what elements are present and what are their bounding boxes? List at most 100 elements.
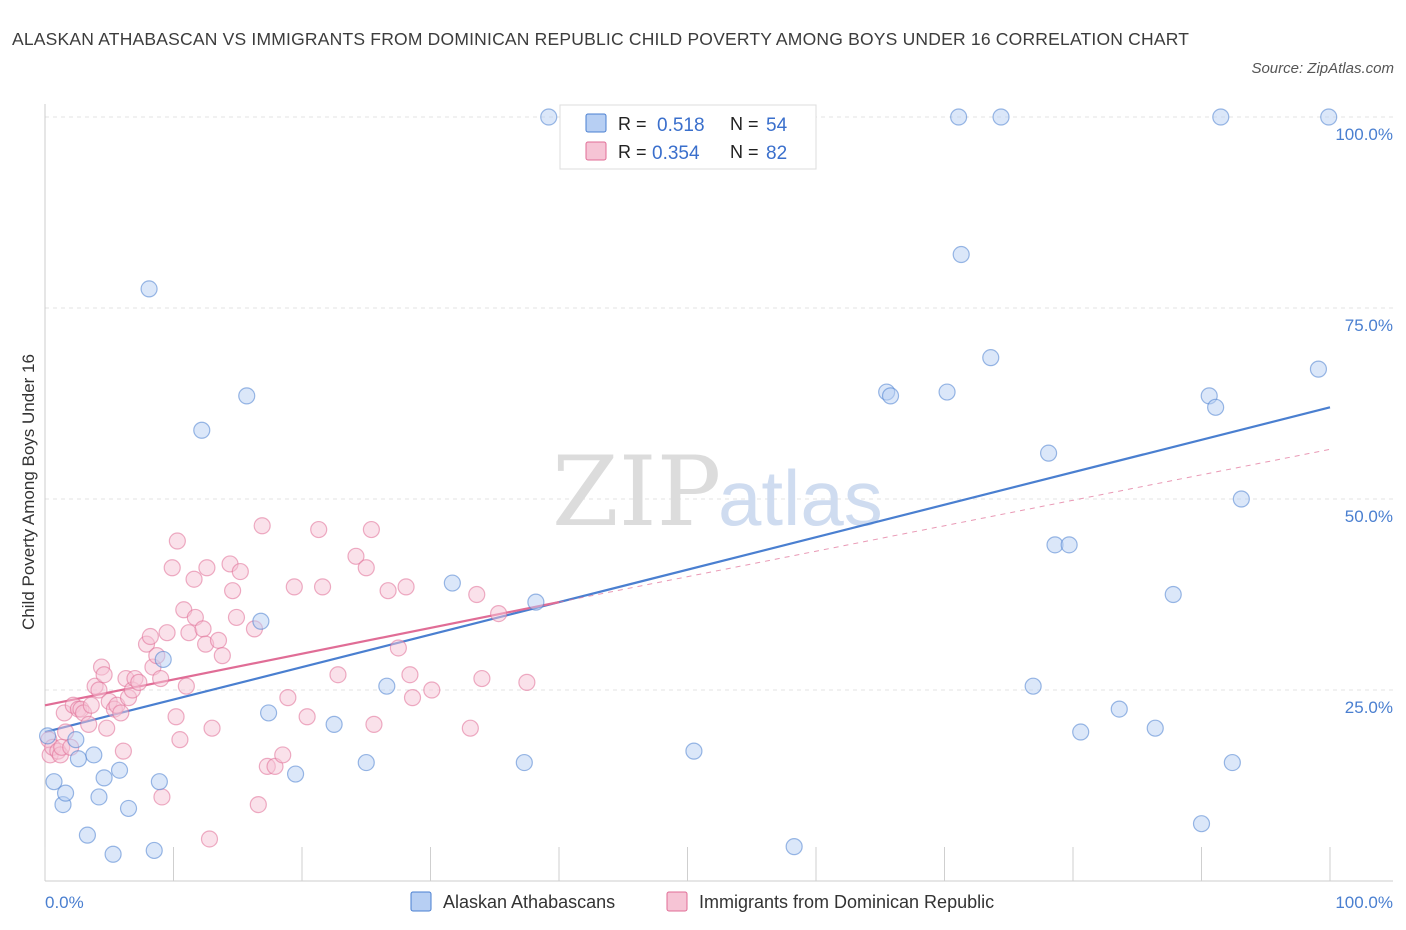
point-dominican bbox=[209, 631, 228, 649]
point-athabascan bbox=[145, 841, 163, 860]
point-athabascan bbox=[85, 746, 103, 764]
point-dominican bbox=[152, 669, 170, 688]
point-dominican bbox=[253, 517, 271, 535]
point-athabascan bbox=[104, 845, 122, 863]
point-athabascan bbox=[1164, 585, 1182, 604]
point-athabascan bbox=[1320, 108, 1338, 126]
point-dominican bbox=[347, 547, 365, 565]
point-athabascan bbox=[90, 788, 108, 806]
point-athabascan bbox=[193, 421, 211, 439]
point-dominican bbox=[313, 578, 332, 596]
legend-r-label-2: R = bbox=[618, 142, 647, 162]
point-athabascan bbox=[685, 742, 703, 760]
point-dominican bbox=[379, 582, 397, 600]
point-athabascan bbox=[540, 108, 558, 126]
point-athabascan bbox=[140, 280, 158, 298]
legend-n-label-2: N = bbox=[730, 142, 759, 162]
x-tick-label: 0.0% bbox=[45, 893, 84, 912]
point-athabascan bbox=[38, 727, 57, 745]
point-dominican bbox=[112, 704, 130, 722]
point-dominican bbox=[329, 666, 347, 684]
point-dominican bbox=[285, 578, 303, 596]
legend-swatch-athabascans bbox=[410, 891, 432, 912]
point-athabascan bbox=[982, 349, 1000, 367]
point-dominican bbox=[167, 708, 185, 726]
point-dominican bbox=[158, 624, 176, 642]
point-dominican bbox=[185, 570, 203, 588]
point-athabascan bbox=[1060, 536, 1078, 554]
point-dominican bbox=[490, 604, 508, 623]
point-dominican bbox=[168, 532, 186, 550]
legend-r-value-2: 0.354 bbox=[652, 143, 700, 164]
point-dominican bbox=[90, 681, 108, 699]
legend-label-dominican: Immigrants from Dominican Republic bbox=[699, 892, 994, 912]
point-dominican bbox=[274, 746, 292, 764]
point-athabascan bbox=[1039, 444, 1058, 462]
point-athabascan bbox=[443, 574, 461, 592]
tick-labels: 25.0% 50.0% 75.0% 100.0% 0.0% 100.0% bbox=[45, 125, 1393, 912]
point-dominican bbox=[198, 559, 216, 577]
point-athabascan bbox=[881, 387, 900, 405]
legend-n-value-2: 82 bbox=[766, 143, 787, 164]
point-athabascan bbox=[154, 650, 172, 669]
point-athabascan bbox=[56, 784, 75, 802]
point-dominican bbox=[227, 608, 246, 627]
y-tick-label: 50.0% bbox=[1345, 507, 1393, 526]
legend-swatch-blue bbox=[585, 113, 607, 133]
point-athabascan bbox=[325, 715, 343, 733]
point-dominican bbox=[362, 520, 380, 539]
point-athabascan bbox=[1072, 723, 1090, 741]
point-dominican bbox=[200, 830, 219, 848]
point-dominican bbox=[473, 669, 491, 688]
point-athabascan bbox=[110, 761, 129, 779]
point-athabascan bbox=[69, 750, 88, 768]
x-tick-label: 100.0% bbox=[1335, 893, 1393, 912]
watermark-atlas: atlas bbox=[718, 454, 883, 542]
legend-n-label-1: N = bbox=[730, 114, 759, 134]
point-dominican bbox=[397, 578, 415, 596]
point-athabascan bbox=[1212, 108, 1230, 126]
point-dominican bbox=[80, 715, 98, 733]
point-dominican bbox=[461, 719, 479, 737]
point-athabascan bbox=[992, 108, 1010, 126]
legend-swatch-dominican bbox=[666, 891, 688, 912]
point-athabascan bbox=[238, 387, 256, 405]
y-axis-label: Child Poverty Among Boys Under 16 bbox=[19, 354, 38, 630]
point-dominican bbox=[279, 689, 297, 707]
point-athabascan bbox=[938, 383, 956, 401]
point-athabascan bbox=[527, 593, 545, 611]
y-tick-label: 75.0% bbox=[1345, 316, 1393, 335]
watermark: ZIP atlas bbox=[552, 436, 883, 548]
point-athabascan bbox=[1146, 719, 1164, 737]
point-dominican bbox=[401, 666, 419, 684]
point-athabascan bbox=[150, 773, 168, 791]
point-dominican bbox=[231, 562, 249, 581]
point-dominican bbox=[114, 742, 132, 760]
point-dominican bbox=[141, 627, 159, 646]
point-athabascan bbox=[952, 245, 970, 264]
chart-source: Source: ZipAtlas.com bbox=[1251, 60, 1394, 77]
data-points bbox=[38, 108, 1338, 863]
series-legend: Alaskan Athabascans Immigrants from Domi… bbox=[410, 891, 994, 912]
point-athabascan bbox=[286, 765, 305, 783]
legend-r-value-1: 0.518 bbox=[657, 115, 705, 136]
point-dominican bbox=[389, 639, 407, 657]
point-athabascan bbox=[95, 769, 113, 787]
point-athabascan bbox=[357, 753, 375, 772]
point-athabascan bbox=[378, 677, 396, 695]
point-dominican bbox=[98, 719, 116, 737]
point-athabascan bbox=[78, 826, 97, 844]
point-athabascan bbox=[1192, 815, 1211, 833]
grid bbox=[45, 116, 1393, 691]
point-dominican bbox=[82, 696, 100, 714]
point-dominican bbox=[130, 673, 148, 691]
point-dominican bbox=[310, 520, 328, 539]
point-dominican bbox=[153, 788, 171, 806]
point-dominican bbox=[518, 673, 536, 691]
point-dominican bbox=[180, 624, 198, 642]
point-dominican bbox=[177, 677, 195, 695]
point-athabascan bbox=[950, 108, 968, 126]
trendline-athabascans bbox=[44, 406, 1331, 734]
point-dominican bbox=[365, 715, 383, 733]
